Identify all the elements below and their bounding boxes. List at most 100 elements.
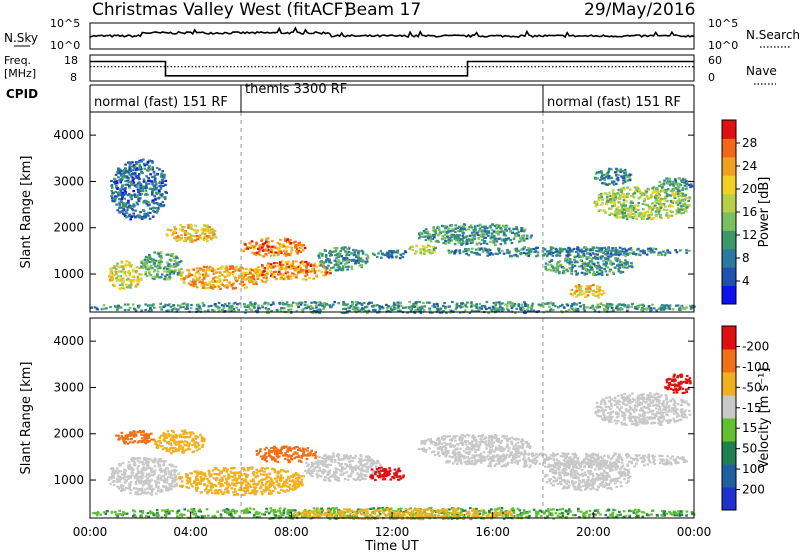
power-cell [157, 191, 160, 194]
power-cell [324, 254, 328, 257]
power-cell [317, 301, 321, 304]
power-cell [404, 250, 407, 253]
power-cell [170, 270, 173, 273]
power-cell [265, 276, 268, 279]
power-cell [115, 264, 119, 267]
power-cell [487, 248, 491, 251]
power-cell [608, 259, 611, 262]
power-cell [135, 266, 139, 269]
power-cell [113, 181, 116, 184]
velocity-cell [207, 472, 211, 475]
power-cell [585, 286, 589, 289]
power-cell [477, 247, 481, 250]
power-cell [503, 233, 506, 236]
velocity-cell [121, 489, 125, 492]
power-cell [131, 269, 135, 272]
power-cell [264, 249, 268, 252]
power-cell [121, 210, 124, 213]
power-cell [432, 248, 436, 251]
power-cell [276, 252, 280, 255]
velocity-cell [144, 434, 148, 437]
power-cell [654, 248, 658, 251]
power-cell [663, 179, 666, 182]
cpid-label: CPID [6, 87, 38, 101]
velocity-cell [264, 486, 268, 490]
power-cell [245, 286, 248, 289]
power-cell [123, 308, 127, 312]
velocity-cell [156, 461, 159, 464]
power-cell [129, 167, 132, 171]
velocity-cell [122, 439, 125, 443]
date-label: 29/May/2016 [584, 0, 696, 20]
velocity-cell [141, 474, 144, 477]
velocity-cell [224, 481, 227, 484]
power-cell [669, 183, 673, 186]
power-cell [298, 271, 301, 274]
power-cell [321, 254, 324, 257]
power-cell [651, 202, 654, 205]
power-cell [235, 280, 238, 283]
power-cell [655, 186, 659, 190]
power-cell [501, 302, 504, 305]
power-cell [246, 247, 249, 250]
power-cell [620, 206, 624, 210]
velocity-cell [173, 473, 176, 476]
power-cell [131, 303, 135, 306]
noise-sky-label: N.Sky [4, 31, 38, 45]
power-cell [490, 223, 494, 226]
power-cell [497, 237, 501, 240]
velocity-cell [141, 472, 145, 475]
power-cell [607, 167, 611, 170]
power-cell [307, 306, 311, 309]
velocity-cell [150, 469, 153, 472]
power-cell [265, 271, 269, 274]
power-cell [306, 263, 310, 266]
power-cell [537, 303, 541, 306]
power-cell [677, 185, 681, 188]
power-cell [655, 215, 658, 218]
power-cell [365, 253, 368, 256]
power-cell [165, 267, 169, 270]
power-cell [323, 305, 326, 308]
power-cell [147, 309, 151, 313]
power-cell [256, 309, 259, 312]
power-cell [132, 164, 136, 167]
power-cell [634, 307, 637, 310]
power-cell [346, 303, 349, 306]
power-cell [612, 192, 615, 195]
power-cell [517, 234, 520, 237]
power-cell [658, 206, 661, 209]
power-cell [168, 267, 171, 270]
velocity-cell [116, 474, 120, 478]
power-cell [682, 200, 685, 203]
velocity-cell [144, 468, 148, 471]
power-cell [141, 215, 144, 219]
power-cell [500, 228, 503, 231]
power-cell [389, 307, 393, 310]
power-cell [120, 185, 124, 188]
power-cell [289, 308, 293, 311]
power-cell [568, 261, 571, 264]
power-cell [147, 200, 150, 204]
power-cell [225, 304, 229, 307]
power-cell [450, 236, 454, 239]
power-cell [172, 232, 175, 235]
velocity-cell [246, 489, 249, 492]
power-cell [536, 254, 540, 257]
power-cell [171, 308, 175, 311]
power-cell [617, 251, 621, 254]
power-cell [631, 212, 634, 216]
velocity-cell [146, 477, 149, 480]
velocity-cell [183, 443, 186, 446]
power-cell [286, 271, 290, 274]
power-cell [132, 280, 135, 283]
power-cell [500, 249, 504, 253]
power-cell [110, 275, 113, 278]
power-cell [136, 214, 140, 217]
power-cell [239, 275, 242, 278]
power-cell [151, 175, 154, 179]
power-cell [524, 311, 527, 314]
velocity-cell [228, 484, 232, 487]
power-cell [614, 250, 618, 253]
power-cell [148, 165, 151, 168]
